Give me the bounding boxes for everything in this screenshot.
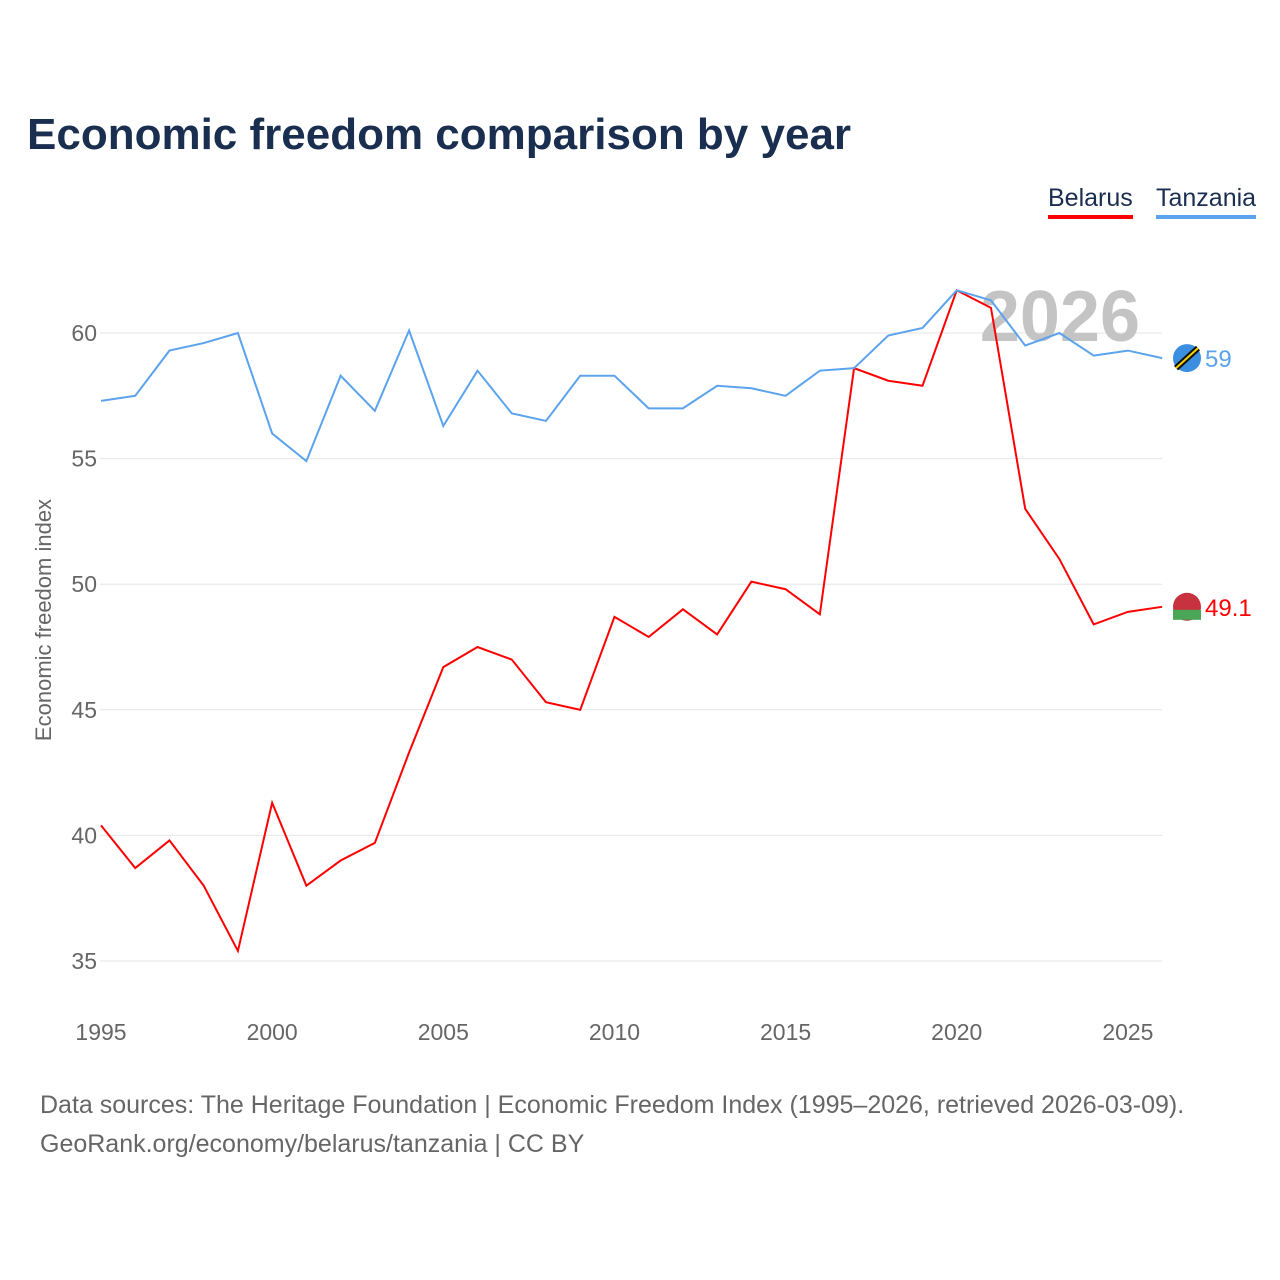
footer-link[interactable]: GeoRank.org/economy/belarus/tanzania | C… [40,1130,585,1158]
footer: Data sources: The Heritage Foundation | … [40,1086,1184,1164]
x-tick-label: 2000 [247,1019,298,1045]
x-tick-label: 2025 [1102,1019,1153,1045]
y-tick-label: 55 [71,446,97,472]
y-axis-label: Economic freedom index [31,499,56,741]
series-line-belarus [100,288,1163,954]
y-tick-label: 35 [71,948,97,974]
footer-sources: Data sources: The Heritage Foundation | … [40,1091,1185,1119]
x-tick-label: 2015 [760,1019,811,1045]
x-tick-label: 1995 [75,1019,126,1045]
series-line-tanzania [100,289,1163,463]
x-tick-label: 2020 [931,1019,982,1045]
year-watermark: 2026 [980,277,1140,357]
y-tick-label: 60 [71,320,97,346]
x-tick-label: 2005 [418,1019,469,1045]
flag-stripe [1175,347,1199,369]
y-tick-label: 50 [71,571,97,597]
chart-title: Economic freedom comparison by year [27,110,852,159]
end-label-belarus: 49.1 [1205,595,1252,622]
y-tick-label: 40 [71,822,97,848]
legend-tanzania[interactable]: Tanzania [1156,184,1257,219]
y-tick-label: 45 [71,697,97,723]
end-label-tanzania: 59 [1205,346,1232,373]
flag-stripe [1173,609,1201,620]
legend-belarus[interactable]: Belarus [1048,184,1133,219]
x-tick-label: 2010 [589,1019,640,1045]
